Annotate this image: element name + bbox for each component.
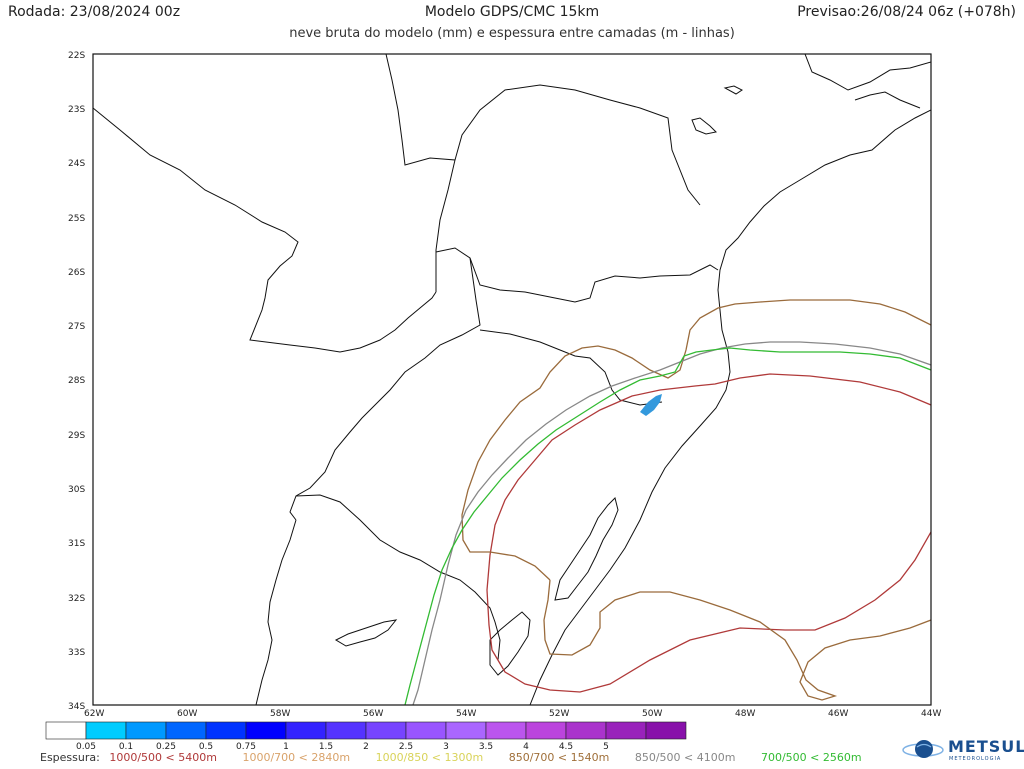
lon-label: 62W [84, 709, 104, 719]
map-frame [92, 53, 932, 706]
thickness-contours [404, 299, 931, 705]
model-title: Modelo GDPS/CMC 15km [424, 4, 600, 20]
island-2 [723, 85, 743, 95]
legend-item-700-500: 700/500 < 2560m [760, 751, 862, 764]
coast-north [804, 54, 931, 91]
colorbar-swatch [485, 721, 527, 740]
metsul-logo: METSUL METEOROLOGIA [902, 735, 1024, 765]
colorbar-tick-label: 2.5 [399, 742, 413, 752]
colorbar-swatch [205, 721, 247, 740]
lon-label: 46W [828, 709, 848, 719]
lat-label: 34S [68, 702, 85, 712]
border-sc-rs [289, 257, 481, 521]
colorbar-tick-label: 1.5 [319, 742, 333, 752]
colorbar-tick-label: 2 [363, 742, 369, 752]
lon-label: 52W [549, 709, 569, 719]
colorbar-swatch [285, 721, 327, 740]
colorbar-tick-label: 3.5 [479, 742, 493, 752]
thickness-legend: Espessura: 1000/500 < 5400m 1000/700 < 2… [40, 751, 884, 764]
map-background [93, 54, 931, 705]
snow-accumulation-area [640, 394, 662, 416]
legend-item-1000-850: 1000/850 < 1300m [375, 751, 484, 764]
colorbar-swatch [165, 721, 207, 740]
lon-label: 50W [642, 709, 662, 719]
colorbar-tick-label: 0.5 [199, 742, 213, 752]
lon-label: 60W [177, 709, 197, 719]
coastline [529, 109, 931, 705]
colorbar-swatch [445, 721, 487, 740]
colorbar-swatch [565, 721, 607, 740]
latitude-axis: 22S 23S 24S 25S 26S 27S 28S 29S 30S 31S … [68, 51, 85, 712]
border-brazil-argentina-north [435, 247, 719, 303]
border-argentina-uruguay [255, 519, 297, 705]
lagoa-dos-patos [554, 497, 619, 601]
contour-1000-500 [486, 373, 931, 693]
map-subtitle: neve bruta do modelo (mm) e espessura en… [289, 26, 735, 41]
colorbar-tick-label: 5 [603, 742, 609, 752]
lat-label: 33S [68, 648, 85, 658]
contour-850-700-south [543, 579, 931, 701]
colorbar-swatch [85, 721, 127, 740]
longitude-axis: 62W 60W 58W 56W 54W 52W 50W 48W 46W 44W [84, 709, 941, 719]
colorbar-tick-label: 4.5 [559, 742, 573, 752]
lagoa-mirim [489, 611, 531, 676]
lat-label: 22S [68, 51, 85, 61]
lat-label: 23S [68, 105, 85, 115]
lat-label: 27S [68, 322, 85, 332]
lat-label: 29S [68, 431, 85, 441]
border-argentina-paraguay [93, 107, 437, 353]
colorbar-swatch [125, 721, 167, 740]
colorbar-tick-label: 4 [523, 742, 529, 752]
border-sc-rs-2 [479, 329, 663, 406]
colorbar-tick-label: 0.75 [236, 742, 256, 752]
lat-label: 28S [68, 376, 85, 386]
run-time-label: Rodada: 23/08/2024 00z [8, 4, 181, 20]
island-3 [334, 619, 398, 647]
colorbar-swatch [405, 721, 447, 740]
legend-title: Espessura: [40, 751, 100, 764]
lat-label: 26S [68, 268, 85, 278]
colorbar-swatch [645, 721, 687, 740]
political-boundaries [93, 54, 931, 705]
border-paraguay-brazil [385, 54, 456, 292]
lon-label: 44W [921, 709, 941, 719]
colorbar-tick-label: 3 [443, 742, 449, 752]
coast-ne [854, 91, 921, 109]
globe-logo-icon [902, 740, 944, 758]
legend-item-1000-700: 1000/700 < 2840m [242, 751, 351, 764]
legend-item-850-500: 850/500 < 4100m [634, 751, 736, 764]
snow-colorbar: 0.05 0.1 0.25 0.5 0.75 1 1.5 2 2.5 3 3.5 4 4.5 5 [45, 721, 687, 752]
colorbar-swatch [605, 721, 647, 740]
lon-label: 56W [363, 709, 383, 719]
lat-label: 32S [68, 594, 85, 604]
lon-label: 58W [270, 709, 290, 719]
colorbar-tick-label: 0.1 [119, 742, 133, 752]
contour-700-500 [404, 347, 931, 705]
colorbar-swatch [45, 721, 87, 740]
border-parana-sp [454, 84, 701, 206]
lat-label: 24S [68, 159, 85, 169]
forecast-time-label: Previsao:26/08/24 06z (+078h) [797, 4, 1016, 20]
lat-label: 31S [68, 539, 85, 549]
colorbar-tick-label: 0.05 [76, 742, 96, 752]
contour-850-700-north [461, 299, 931, 581]
colorbar-swatch [525, 721, 567, 740]
colorbar-swatch [365, 721, 407, 740]
legend-item-1000-500: 1000/500 < 5400m [109, 751, 217, 764]
legend-item-850-700: 850/700 < 1540m [508, 751, 610, 764]
colorbar-tick-label: 0.25 [156, 742, 176, 752]
contour-850-500 [412, 341, 931, 705]
logo-tagline: METEOROLOGIA [949, 756, 1002, 762]
lat-label: 30S [68, 485, 85, 495]
colorbar-swatch [325, 721, 367, 740]
logo-brand: METSUL [948, 737, 1024, 756]
border-uruguay [295, 494, 501, 661]
colorbar-tick-label: 1 [283, 742, 289, 752]
lon-label: 54W [456, 709, 476, 719]
lat-label: 25S [68, 214, 85, 224]
colorbar-swatch [245, 721, 287, 740]
lon-label: 48W [735, 709, 755, 719]
island-1 [691, 117, 718, 135]
